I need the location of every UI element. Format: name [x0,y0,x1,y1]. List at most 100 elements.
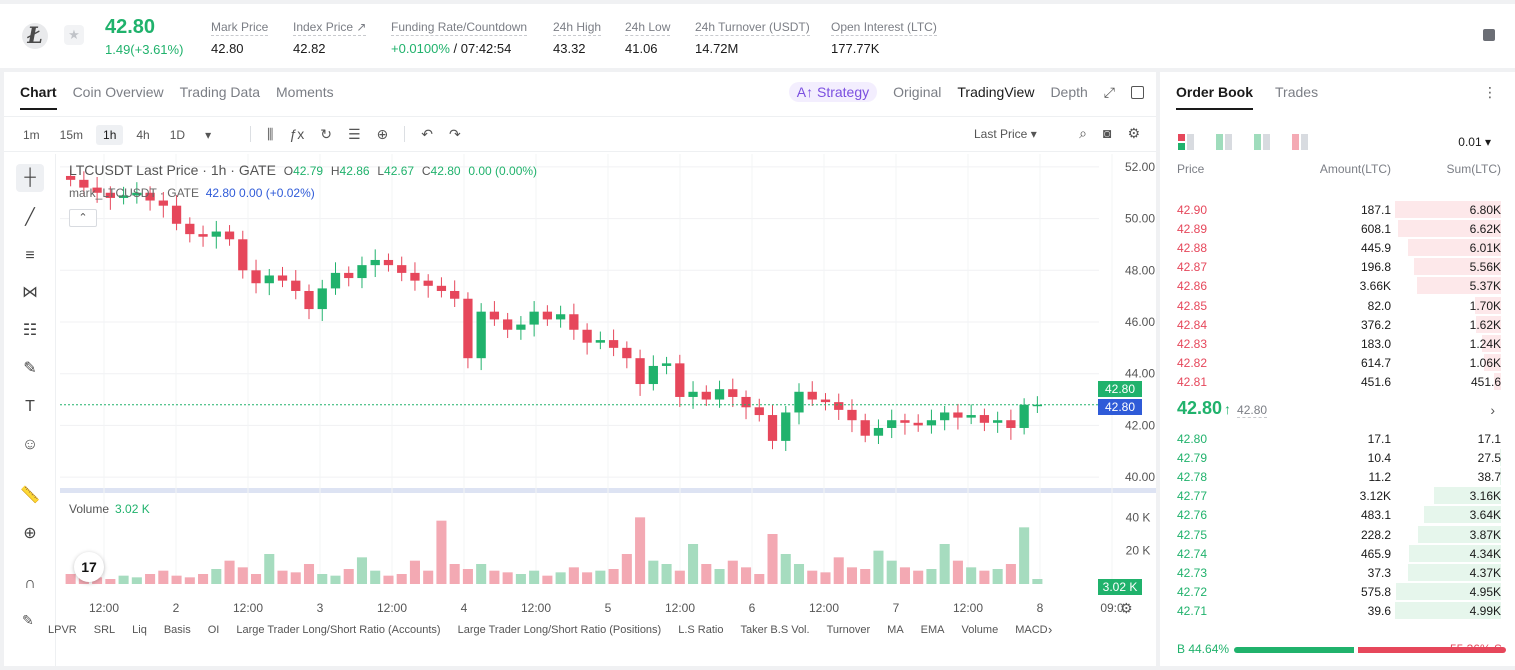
bid-row[interactable]: 42.75 228.2 3.87K [1160,525,1515,544]
view-bids-icon[interactable] [1216,134,1234,150]
indicator-item[interactable]: MACD [1015,624,1048,636]
indicator-item[interactable]: Liq [132,624,147,636]
bid-row[interactable]: 42.78 11.2 38.7 [1160,467,1515,486]
strategy-button[interactable]: A↑ Strategy [788,82,878,102]
trend-line-icon[interactable]: ╱ [25,209,35,226]
y-tick-label: 52.00 [1125,160,1155,174]
view-tradingview[interactable]: TradingView [957,84,1035,100]
horizontal-lines-icon[interactable]: ≡ [25,247,35,264]
tab-moments[interactable]: Moments [276,84,334,100]
ask-row[interactable]: 42.85 82.0 1.70K [1160,296,1515,315]
indicator-item[interactable]: Volume [961,624,999,636]
bid-row[interactable]: 42.71 39.6 4.99K [1160,601,1515,620]
tab-chart[interactable]: Chart [20,84,57,110]
templates-icon[interactable]: ☰ [347,126,361,142]
window-icon[interactable] [1131,85,1144,99]
ask-row[interactable]: 42.88 445.9 6.01K [1160,238,1515,257]
view-split-icon[interactable] [1254,134,1272,150]
edit-indicators-icon[interactable]: ✎ [22,612,34,628]
ruler-icon[interactable]: 📏 [20,487,40,504]
ask-row[interactable]: 42.81 451.6 451.6 [1160,372,1515,391]
undo-icon[interactable]: ↶ [421,126,434,142]
tradingview-logo[interactable]: 17 [74,552,104,582]
bid-row[interactable]: 42.72 575.8 4.95K [1160,582,1515,601]
chevron-right-icon[interactable]: › [1048,622,1053,637]
text-tool-icon[interactable]: T [25,398,35,415]
candle-type-icon[interactable]: ⫼ [267,126,274,142]
bid-row[interactable]: 42.74 465.9 4.34K [1160,544,1515,563]
interval-dropdown-icon[interactable]: ▾ [205,128,212,142]
bid-row[interactable]: 42.76 483.1 3.64K [1160,505,1515,524]
chart-settings-icon[interactable]: ⚙ [1120,600,1133,616]
replay-icon[interactable]: ↻ [320,126,332,142]
pattern-icon[interactable]: ⋈ [22,284,38,301]
ask-row[interactable]: 42.90 187.1 6.80K [1160,200,1515,219]
indicator-item[interactable]: Basis [163,624,191,636]
indicators-icon[interactable]: ƒx [289,126,305,142]
redo-icon[interactable]: ↷ [449,126,461,142]
tab-coin-overview[interactable]: Coin Overview [72,84,164,100]
stat-funding-rate[interactable]: Funding Rate/Countdown +0.0100% / 07:42:… [391,20,528,56]
ask-row[interactable]: 42.83 183.0 1.24K [1160,334,1515,353]
ask-row[interactable]: 42.86 3.66K 5.37K [1160,276,1515,295]
crosshair-icon[interactable]: ┼ [16,164,44,192]
add-icon[interactable]: ⊕ [376,126,389,142]
indicator-item[interactable]: Turnover [826,624,871,636]
indicator-item[interactable]: Large Trader Long/Short Ratio (Positions… [457,624,662,636]
bid-sum: 4.37K [1469,565,1501,580]
book-icon[interactable] [1483,29,1495,41]
ask-row[interactable]: 42.89 608.1 6.62K [1160,219,1515,238]
search-icon[interactable]: ⌕ [1079,125,1087,141]
price-type-dropdown[interactable]: Last Price ▾ [974,127,1037,141]
interval-4h[interactable]: 4h [136,128,150,142]
price-chart[interactable]: 52.00 50.00 48.00 46.00 44.00 42.00 40.00 40 K 2… [60,154,1156,614]
ask-row[interactable]: 42.84 376.2 1.62K [1160,315,1515,334]
tab-trading-data[interactable]: Trading Data [179,84,261,100]
bid-row[interactable]: 42.73 37.3 4.37K [1160,563,1515,582]
magnet-icon[interactable]: ∩ [24,575,36,592]
view-asks-icon[interactable] [1292,134,1310,150]
fib-icon[interactable]: ☷ [22,322,38,339]
candle-body [344,272,354,279]
indicator-item[interactable]: Large Trader Long/Short Ratio (Accounts) [236,624,441,636]
interval-15m[interactable]: 15m [59,128,84,142]
zoom-icon[interactable]: ⊕ [23,525,37,542]
candle-body [158,200,168,206]
camera-icon[interactable]: ◙ [1102,125,1112,141]
tab-order-book[interactable]: Order Book [1176,84,1254,110]
indicator-item[interactable]: OI [207,624,220,636]
bid-row[interactable]: 42.77 3.12K 3.16K [1160,486,1515,505]
tab-trades[interactable]: Trades [1275,84,1319,100]
interval-1m[interactable]: 1m [23,128,40,142]
view-original[interactable]: Original [893,84,942,100]
view-both-icon[interactable] [1178,134,1196,150]
indicator-item[interactable]: LPVR [48,624,77,636]
star-icon[interactable]: ★ [64,25,84,45]
emoji-icon[interactable]: ☺ [21,436,39,453]
ask-price: 42.86 [1177,279,1208,294]
candle-body [953,412,963,418]
indicator-item[interactable]: MA [887,624,904,636]
bid-row[interactable]: 42.79 10.4 27.5 [1160,448,1515,467]
interval-1d[interactable]: 1D [169,128,186,142]
indicator-item[interactable]: EMA [920,624,945,636]
view-depth[interactable]: Depth [1050,84,1088,100]
collapse-legend-button[interactable]: ⌃ [69,209,97,227]
volume-bar [145,574,156,584]
expand-icon[interactable]: ⤢ [1103,83,1115,100]
brush-icon[interactable]: ✎ [23,360,37,377]
stat-mark-price[interactable]: Mark Price 42.80 [211,20,269,56]
volume-bar [780,554,791,584]
gear-icon[interactable]: ⚙ [1127,125,1140,141]
indicator-item[interactable]: L.S Ratio [678,624,724,636]
indicator-item[interactable]: Taker B.S Vol. [740,624,810,636]
precision-dropdown[interactable]: 0.01 ▾ [1458,135,1491,149]
stat-index-price[interactable]: Index Price ↗ 42.82 [293,20,367,56]
ask-row[interactable]: 42.82 614.7 1.06K [1160,353,1515,372]
interval-1h[interactable]: 1h [96,125,124,145]
indicator-item[interactable]: SRL [93,624,116,636]
more-icon[interactable]: ⋮ [1483,84,1497,100]
chevron-right-icon[interactable]: › [1490,402,1495,418]
ask-row[interactable]: 42.87 196.8 5.56K [1160,257,1515,276]
bid-row[interactable]: 42.80 17.1 17.1 [1160,429,1515,448]
